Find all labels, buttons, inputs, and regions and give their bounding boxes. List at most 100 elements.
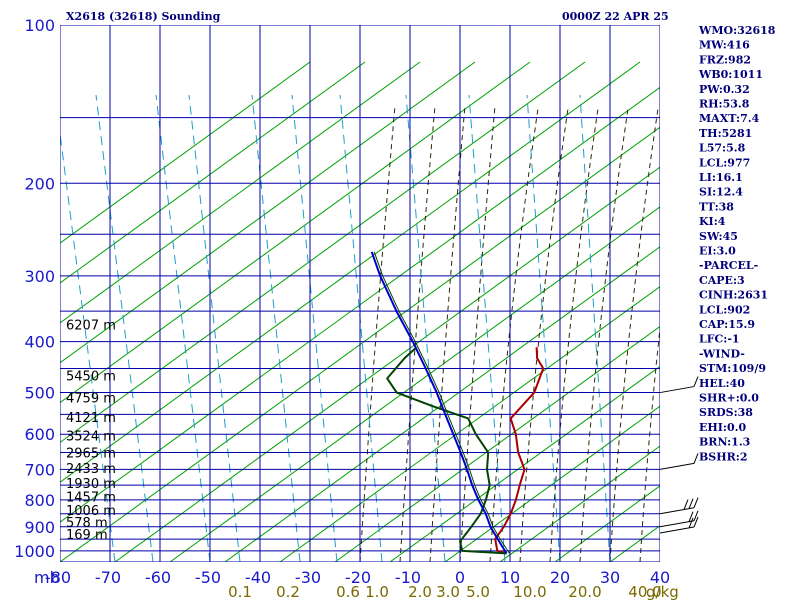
index-item: TH:5281 bbox=[699, 127, 752, 140]
pressure-tick-label: 800 bbox=[24, 491, 55, 510]
dry-adiabat-line bbox=[169, 206, 660, 562]
temperature-tick-label: 0 bbox=[455, 568, 465, 587]
dewpoint-profile-line bbox=[386, 346, 507, 555]
dry-adiabat-line bbox=[279, 286, 660, 562]
index-item: STM:109/9 bbox=[699, 362, 766, 375]
height-label: 578 m bbox=[66, 516, 108, 531]
index-item: TT:38 bbox=[699, 200, 734, 213]
index-item: RH:53.8 bbox=[699, 98, 750, 111]
height-label: 1457 m bbox=[66, 491, 116, 506]
mixing-ratio-tick-label: 20.0 bbox=[568, 583, 601, 600]
moist-adiabat-line bbox=[639, 323, 660, 562]
index-item: LFC:-1 bbox=[699, 333, 740, 346]
moist-adiabat-line bbox=[549, 105, 599, 562]
temperature-tick-label: 40 bbox=[650, 568, 670, 587]
mixing-ratio-tick-label: 2.0 bbox=[408, 583, 432, 600]
moist-adiabat-line bbox=[609, 105, 659, 562]
dry-adiabat-line bbox=[499, 445, 660, 562]
parcel-virtual-profile-line bbox=[373, 251, 510, 554]
pressure-tick-label: 1000 bbox=[14, 542, 55, 561]
adiabat-layer bbox=[60, 61, 660, 562]
pressure-tick-label: 400 bbox=[24, 333, 55, 352]
moist-adiabat-line bbox=[489, 105, 539, 562]
height-label: 6207 m bbox=[66, 319, 116, 334]
temperature-profile-line bbox=[494, 347, 545, 555]
dry-adiabat-line bbox=[60, 61, 366, 284]
dry-adiabat-line bbox=[114, 166, 660, 562]
wind-barb bbox=[659, 376, 699, 394]
dry-adiabat-line bbox=[60, 61, 311, 244]
wind-barb bbox=[659, 497, 699, 515]
dry-adiabat-line bbox=[334, 325, 660, 562]
wind-layer bbox=[659, 376, 699, 534]
temperature-tick-label: 30 bbox=[600, 568, 620, 587]
pressure-tick-label: 600 bbox=[24, 425, 55, 444]
dry-adiabat-line bbox=[60, 126, 660, 562]
mixing-ratio-line bbox=[526, 94, 561, 562]
index-item: SRDS:38 bbox=[699, 406, 753, 419]
index-item: KI:4 bbox=[699, 215, 726, 228]
mixing-ratio-line bbox=[291, 94, 338, 562]
parcel-profile-line bbox=[370, 251, 508, 554]
pressure-tick-label: 700 bbox=[24, 460, 55, 479]
wind-barb bbox=[659, 516, 699, 534]
height-label: 2965 m bbox=[66, 446, 116, 461]
mixing-ratio-tick-label: 10.0 bbox=[513, 583, 546, 600]
height-label: 1930 m bbox=[66, 477, 116, 492]
mixing-ratio-tick-label: 1.0 bbox=[365, 583, 389, 600]
grid-layer bbox=[60, 25, 660, 562]
dry-adiabat-line bbox=[224, 246, 660, 562]
mixing-ratio-line bbox=[579, 94, 611, 562]
moist-adiabat-line bbox=[359, 105, 396, 562]
index-item: BSHR:2 bbox=[699, 450, 748, 463]
index-item: SI:12.4 bbox=[699, 186, 743, 199]
mixing-ratio-line bbox=[155, 94, 211, 562]
index-item: LCL:902 bbox=[699, 303, 750, 316]
temperature-tick-label: -50 bbox=[195, 568, 221, 587]
dry-adiabat-line bbox=[389, 365, 660, 562]
dry-adiabat-line bbox=[60, 61, 421, 324]
height-label: 169 m bbox=[66, 528, 108, 543]
index-item: -PARCEL- bbox=[699, 259, 758, 272]
mixing-ratio-line bbox=[251, 94, 301, 562]
height-label: 4759 m bbox=[66, 391, 116, 406]
moist-adiabat-line bbox=[519, 105, 569, 562]
dry-adiabat-line bbox=[60, 61, 586, 444]
moist-adiabat-line bbox=[459, 105, 496, 562]
wind-barb bbox=[659, 453, 699, 470]
mixing-ratio-tick-label: 3.0 bbox=[436, 583, 460, 600]
pressure-tick-label: 500 bbox=[24, 384, 55, 403]
sounding-title: X2618 (32618) Sounding bbox=[66, 10, 221, 23]
wind-barb bbox=[659, 510, 699, 528]
mixing-ratio-line bbox=[468, 94, 506, 562]
temperature-tick-label: -10 bbox=[395, 568, 421, 587]
moist-adiabat-line bbox=[429, 105, 466, 562]
index-item: MW:416 bbox=[699, 39, 750, 52]
index-item: L57:5.8 bbox=[699, 142, 746, 155]
index-item: FRZ:982 bbox=[699, 53, 751, 66]
index-item: LI:16.1 bbox=[699, 171, 743, 184]
height-label: 5450 m bbox=[66, 370, 116, 385]
dry-adiabat-line bbox=[60, 61, 531, 404]
pressure-tick-label: 900 bbox=[24, 518, 55, 537]
index-item: EHI:0.0 bbox=[699, 421, 746, 434]
mixing-ratio-line bbox=[95, 94, 154, 562]
temperature-tick-label: -70 bbox=[95, 568, 121, 587]
moist-adiabat-line bbox=[579, 105, 629, 562]
index-item: BRN:1.3 bbox=[699, 436, 750, 449]
index-item: -WIND- bbox=[699, 347, 745, 360]
pressure-unit-label: mb bbox=[34, 568, 60, 587]
index-item: CAP:15.9 bbox=[699, 318, 755, 331]
mixing-ratio-line bbox=[188, 94, 241, 562]
pressure-tick-label: 200 bbox=[24, 174, 55, 193]
mixing-ratio-tick-label: 5.0 bbox=[466, 583, 490, 600]
index-item: SHR+:0.0 bbox=[699, 392, 759, 405]
mixing-ratio-tick-label: 0.2 bbox=[276, 583, 300, 600]
temperature-tick-label: -20 bbox=[345, 568, 371, 587]
index-item: CAPE:3 bbox=[699, 274, 745, 287]
mixing-ratio-line bbox=[60, 129, 116, 562]
temperature-tick-label: -60 bbox=[145, 568, 171, 587]
temperature-tick-label: 20 bbox=[550, 568, 570, 587]
